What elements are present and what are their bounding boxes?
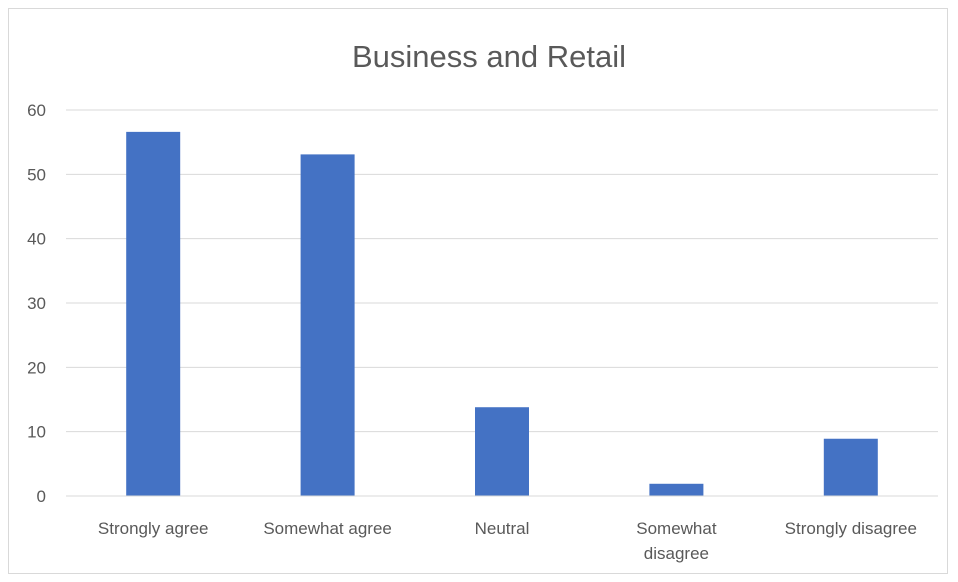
- x-category-label: Somewhat agree: [263, 519, 392, 538]
- y-tick-label: 40: [27, 230, 46, 249]
- y-tick-label: 60: [27, 101, 46, 120]
- bar-strongly-disagree: [823, 438, 878, 496]
- y-tick-label: 0: [37, 487, 46, 506]
- y-tick-label: 50: [27, 165, 46, 184]
- bar-somewhat-agree: [300, 154, 355, 496]
- bars: [126, 131, 878, 496]
- bar-somewhat-disagree: [649, 483, 704, 496]
- x-category-label: Strongly agree: [98, 519, 209, 538]
- x-category-label: Neutral: [475, 519, 530, 538]
- x-category-label: Somewhat: [636, 519, 717, 538]
- x-category-label: disagree: [644, 544, 709, 563]
- bar-strongly-agree: [126, 131, 181, 496]
- y-tick-label: 30: [27, 294, 46, 313]
- x-axis-labels: Strongly agree Somewhat agree Neutral Somew…: [98, 519, 917, 563]
- x-category-label: Strongly disagree: [785, 519, 917, 538]
- bar-neutral: [475, 407, 529, 496]
- chart-title: Business and Retail: [352, 39, 626, 74]
- gridlines: [66, 109, 938, 433]
- y-tick-label: 10: [27, 423, 46, 442]
- y-axis-ticks: 0 10 20 30 40 50 60: [27, 101, 46, 506]
- y-tick-label: 20: [27, 358, 46, 377]
